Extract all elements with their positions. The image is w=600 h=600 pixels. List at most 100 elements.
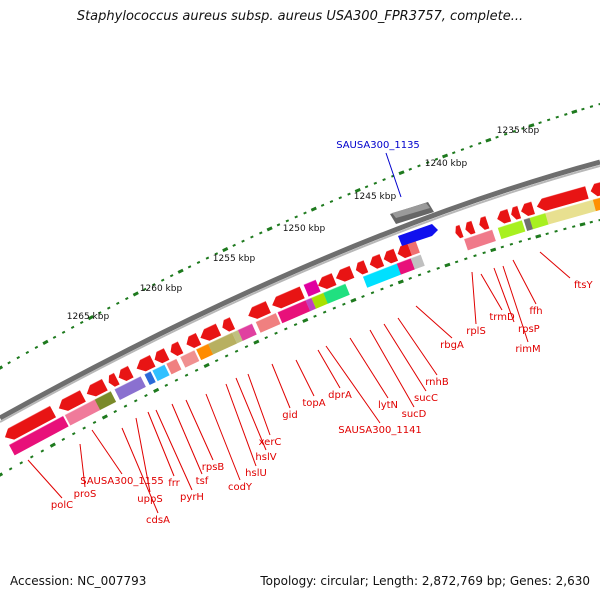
gene-feature-shine <box>396 257 411 264</box>
gene-features-layer <box>1 181 600 456</box>
outer-tick <box>354 188 361 193</box>
inner-tick <box>101 414 108 420</box>
outer-tick <box>258 231 263 235</box>
gene-label: codY <box>228 482 253 493</box>
inner-tick <box>264 336 269 340</box>
backbone-layer <box>0 159 600 423</box>
gene-feature-shine <box>179 349 195 358</box>
gene-leader-line <box>205 393 241 481</box>
inner-tick <box>244 345 249 349</box>
inner-tick <box>224 354 229 358</box>
outer-tick <box>177 268 184 274</box>
gene-feature <box>523 217 534 231</box>
gene-label: rplS <box>466 326 486 337</box>
inner-tick <box>380 287 384 291</box>
inner-tick <box>92 420 97 425</box>
outer-tick <box>285 219 290 223</box>
gene-feature-shine <box>315 272 332 281</box>
gene-feature-shine <box>133 354 150 364</box>
gene-label: rbgA <box>440 340 464 351</box>
gene-feature <box>455 224 464 239</box>
gene-feature <box>590 182 600 197</box>
gene-feature <box>222 317 236 332</box>
gene-feature <box>144 371 156 386</box>
inner-tick <box>436 266 440 270</box>
gene-feature-shine <box>105 372 115 378</box>
gene-feature <box>196 343 214 361</box>
gene-feature-shine <box>303 279 316 286</box>
outer-tick <box>442 153 449 159</box>
outer-tick <box>151 283 156 287</box>
gene-feature <box>303 279 321 297</box>
gene-leader-line <box>493 267 515 323</box>
gene-feature-shine <box>183 332 196 339</box>
kbp-label: 1255 kbp <box>213 254 256 264</box>
gene-feature <box>497 208 512 224</box>
gene-feature-shine <box>115 365 129 373</box>
outer-tick <box>142 287 147 291</box>
gene-leader-line <box>271 363 291 409</box>
gene-label: sucC <box>414 393 438 404</box>
kbp-label: 1240 kbp <box>425 159 468 169</box>
inner-tick <box>234 349 239 353</box>
outer-tick <box>347 192 351 196</box>
outer-tick <box>329 200 334 204</box>
inner-tick <box>203 362 210 368</box>
outer-tick <box>241 239 245 243</box>
gene-feature <box>94 391 117 411</box>
gene-feature <box>154 348 170 364</box>
inner-tick <box>464 257 468 261</box>
gene-feature-shine <box>197 323 216 333</box>
backbone-inner <box>0 165 600 423</box>
gene-leader-line <box>155 409 193 491</box>
gene-feature-shine <box>55 389 81 404</box>
inner-tick <box>194 368 199 372</box>
gene-leader-line <box>91 429 123 475</box>
gene-feature-shine <box>245 300 266 311</box>
inner-tick <box>579 222 586 227</box>
outer-tick <box>521 126 525 130</box>
outer-tick <box>42 339 49 345</box>
outer-tick <box>598 102 600 106</box>
gene-leader-line <box>317 349 341 389</box>
gene-feature-shine <box>64 398 95 416</box>
gene-feature <box>108 372 120 387</box>
outer-tick <box>187 265 192 269</box>
gene-feature-shine <box>523 217 530 221</box>
gene-feature-shine <box>94 390 111 400</box>
kbp-label: 1250 kbp <box>283 224 326 234</box>
gene-feature <box>355 260 369 275</box>
inner-tick <box>397 279 404 285</box>
inner-tick <box>427 270 431 274</box>
gene-label: frr <box>168 478 180 489</box>
inner-tick <box>164 383 169 387</box>
outer-tick <box>214 252 219 256</box>
inner-tick <box>82 426 86 430</box>
inner-tick <box>598 218 600 222</box>
outer-tick <box>16 355 21 360</box>
inner-tick <box>302 317 309 323</box>
gene-feature-shine <box>519 201 532 206</box>
outer-tick <box>0 365 4 370</box>
gene-feature-shine <box>231 329 239 334</box>
gene-feature-shine <box>269 285 300 300</box>
gene-leader-line <box>502 265 529 343</box>
kbp-label: 1265 kbp <box>67 312 110 322</box>
gene-leader-line <box>121 427 159 514</box>
gene-feature-shine <box>255 312 276 323</box>
gene-label: ftsY <box>574 280 593 291</box>
gene-feature-shine <box>362 262 398 277</box>
gene-feature-shine <box>497 219 522 229</box>
gene-feature <box>237 323 257 341</box>
outer-tick <box>276 223 281 227</box>
gene-feature <box>180 350 200 368</box>
outer-tick <box>310 206 317 212</box>
gene-feature-shine <box>277 299 306 313</box>
outer-tick <box>469 144 473 148</box>
gene-leader-line <box>480 273 503 311</box>
outer-tick <box>70 325 75 329</box>
gene-leader-line <box>397 317 438 376</box>
inner-tick <box>133 399 138 403</box>
outer-tick <box>34 345 39 349</box>
